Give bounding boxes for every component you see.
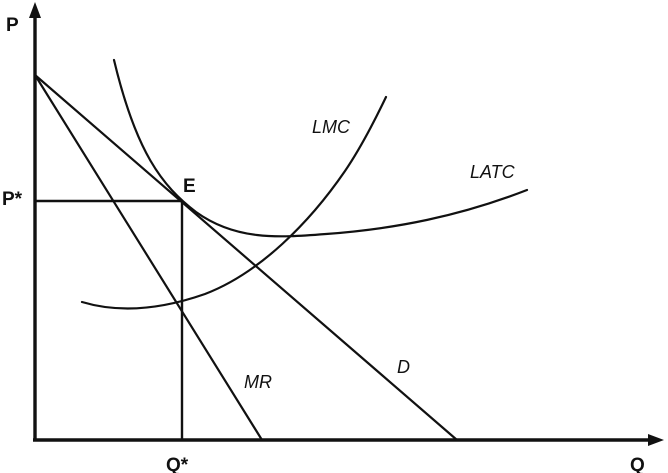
x-axis-arrowhead [648,434,664,446]
equilibrium-price-label: P* [2,189,23,210]
demand-label: D [397,357,410,377]
mr-label: MR [244,372,272,392]
latc-curve [112,58,529,238]
y-axis-arrowhead [29,2,41,18]
x-axis-label: Q [630,455,645,473]
marginal-revenue-curve [33,73,264,442]
lmc-label: LMC [312,117,351,137]
y-axis-label: P [6,15,19,36]
lmc-curve [80,95,388,310]
equilibrium-quantity-label: Q* [166,455,189,473]
demand-curve [33,73,459,442]
equilibrium-point-label: E [183,176,196,197]
latc-label: LATC [470,162,516,182]
